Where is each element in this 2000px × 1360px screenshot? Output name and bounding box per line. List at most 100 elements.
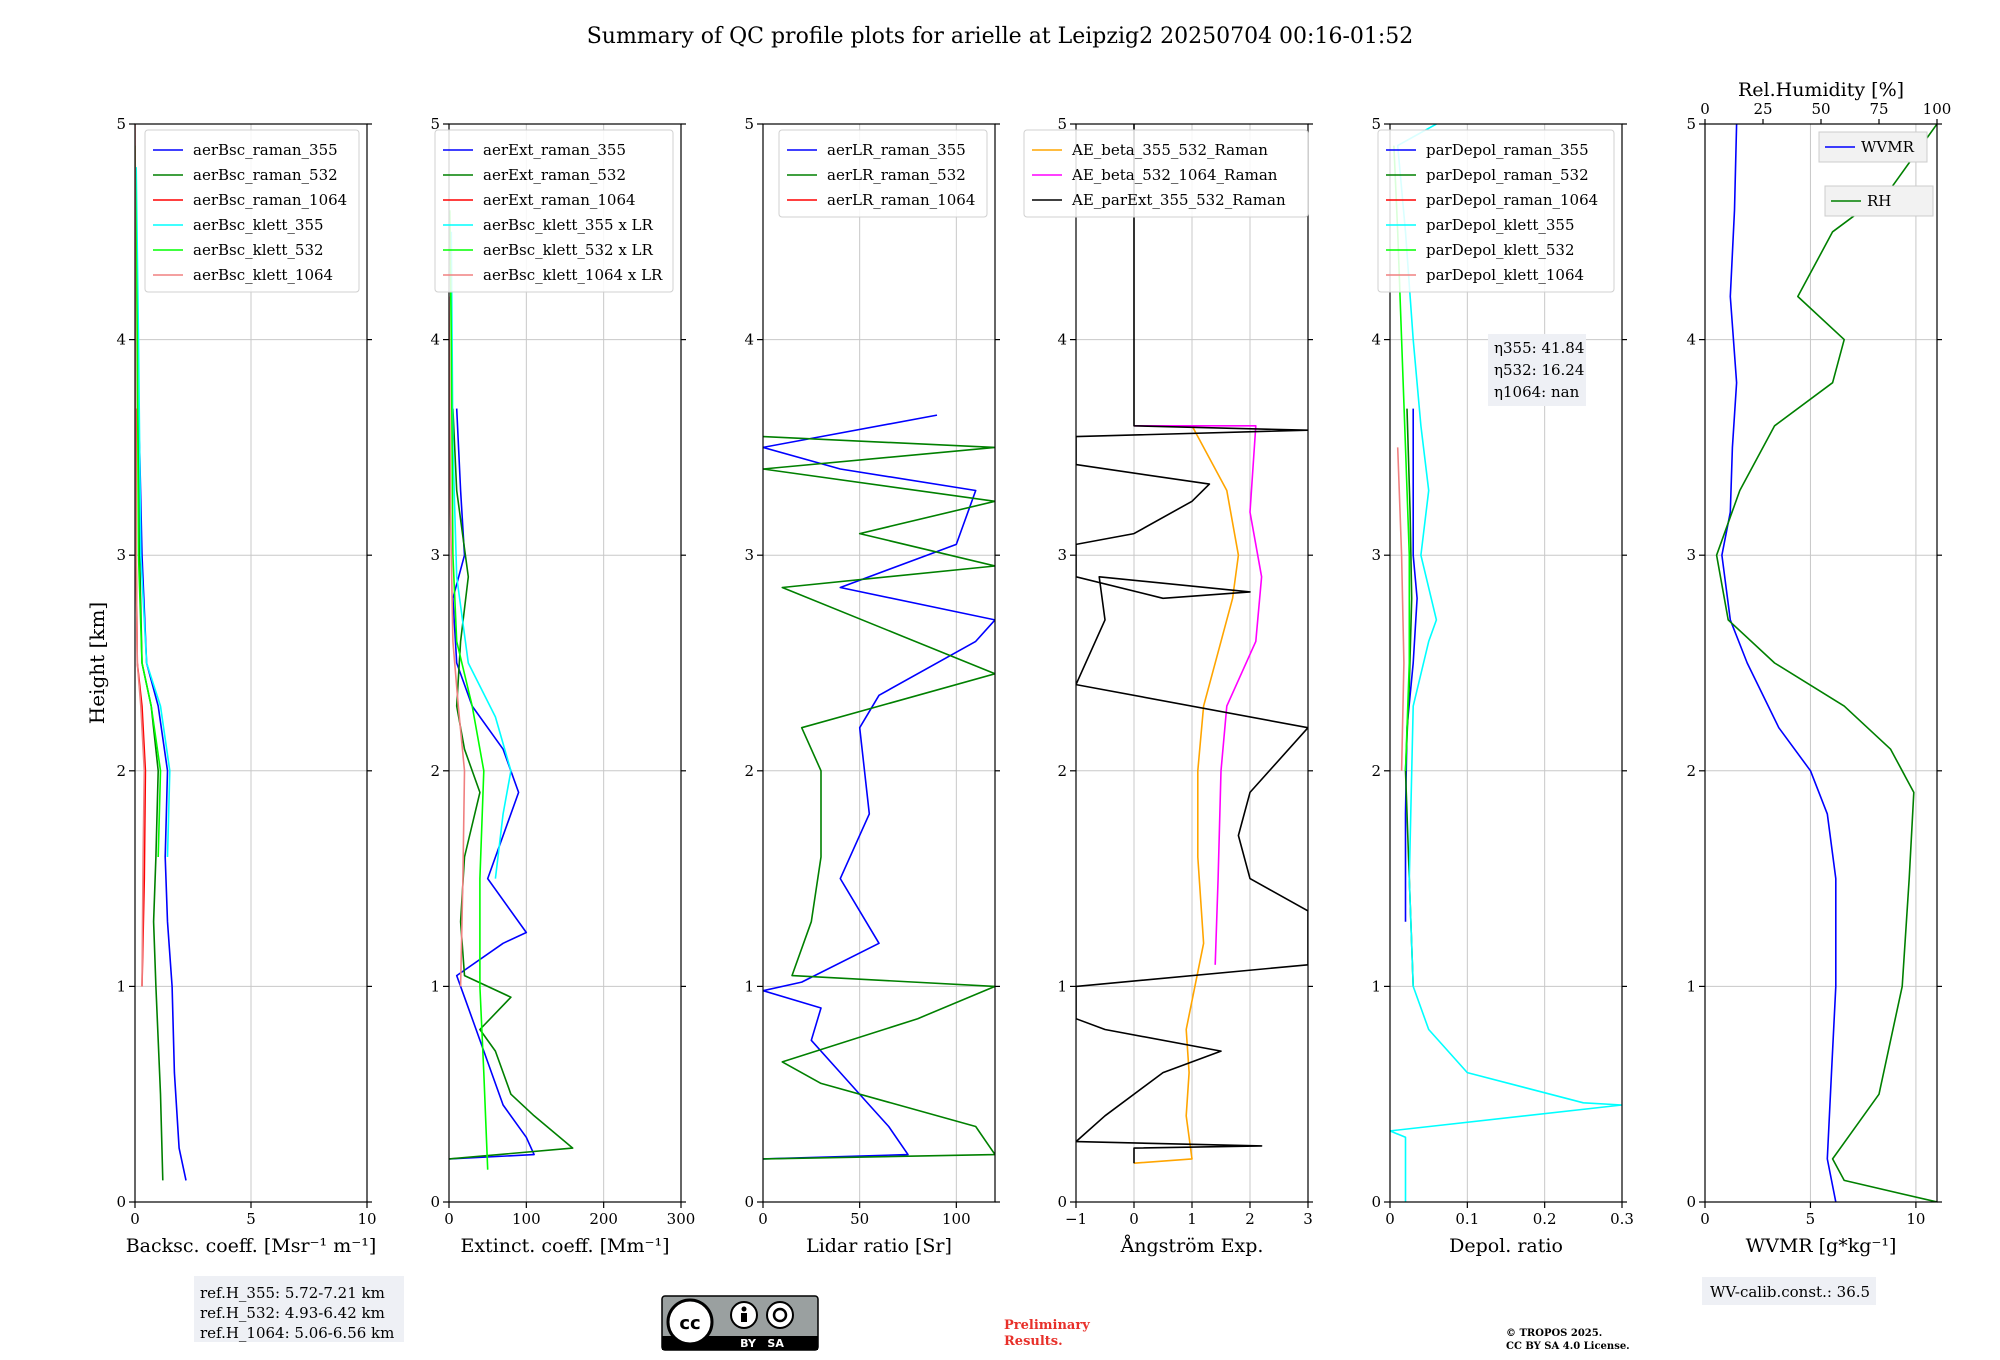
x2-tick-label: 0 xyxy=(1700,100,1710,118)
y-tick-label: 3 xyxy=(1057,546,1067,564)
cc-license-badge: cc BY SA xyxy=(661,1295,819,1351)
legend-box xyxy=(1023,129,1309,218)
series-line-AE_parExt_355_532_Raman xyxy=(1076,124,1308,1164)
x-axis-label: WVMR [g*kg⁻¹] xyxy=(1746,1235,1897,1257)
grid xyxy=(1704,123,1937,1203)
legend: aerLR_raman_355 aerLR_raman_532 aerLR_rama… xyxy=(778,129,988,218)
x-tick-label: 0 xyxy=(444,1210,454,1228)
series-line-AE_beta_532_1064_Raman xyxy=(1134,425,1263,965)
legend-WVMR: WVMR xyxy=(1818,131,1928,163)
series-line-aerBsc_klett_355 x LR xyxy=(450,231,512,879)
x-tick-label: 0 xyxy=(758,1210,768,1228)
y-tick-label: 1 xyxy=(1057,977,1067,995)
y-tick-label: 1 xyxy=(430,977,440,995)
x-tick-label: 0.1 xyxy=(1455,1210,1479,1228)
legend-label: aerExt_raman_532 xyxy=(483,166,626,184)
y-tick-label: 4 xyxy=(116,331,126,349)
legend: parDepol_raman_355 parDepol_raman_532 parD… xyxy=(1377,129,1615,293)
series-line-RH xyxy=(1715,124,1937,1202)
legend-label: WVMR xyxy=(1861,138,1915,156)
series-group xyxy=(763,414,995,1160)
x-tick-label: 0.3 xyxy=(1610,1210,1634,1228)
legend: aerBsc_raman_355 aerBsc_raman_532 aerBsc_r… xyxy=(144,129,360,293)
legend-label: aerExt_raman_1064 xyxy=(483,191,636,209)
x2-tick-label: 25 xyxy=(1753,100,1772,118)
x-tick-label: 200 xyxy=(589,1210,618,1228)
legend-label: aerBsc_klett_355 xyxy=(193,216,324,234)
y-tick-label: 3 xyxy=(1686,546,1696,564)
y-tick-label: 3 xyxy=(116,546,126,564)
x-tick-label: 0 xyxy=(1385,1210,1395,1228)
sa-icon xyxy=(766,1301,794,1329)
y-tick-label: 4 xyxy=(744,331,754,349)
y-tick-label: 1 xyxy=(744,977,754,995)
y-tick-label: 0 xyxy=(744,1193,754,1211)
x-tick-label: 2 xyxy=(1245,1210,1255,1228)
y-tick-label: 5 xyxy=(1371,115,1381,133)
legend-label: parDepol_klett_532 xyxy=(1426,241,1575,259)
legend-label: aerBsc_raman_355 xyxy=(193,141,338,159)
legend-box xyxy=(434,129,674,293)
x-axis-label: Extinct. coeff. [Mm⁻¹] xyxy=(460,1235,669,1257)
series-line-aerLR_raman_532 xyxy=(763,435,995,1160)
grid xyxy=(1075,123,1309,1203)
y-tick-label: 1 xyxy=(116,977,126,995)
series-line-aerBsc_klett_1064 xyxy=(135,124,146,987)
legend-label: aerBsc_klett_532 xyxy=(193,241,324,259)
legend-label: RH xyxy=(1867,192,1891,210)
preliminary-note: Preliminary Results. xyxy=(1004,1318,1090,1349)
x-tick-label: −1 xyxy=(1065,1210,1087,1228)
x-tick-label: 5 xyxy=(1806,1210,1816,1228)
series-line-AE_beta_355_532_Raman xyxy=(1133,425,1240,1164)
y-tick-label: 4 xyxy=(430,331,440,349)
legend-label: aerLR_raman_355 xyxy=(827,141,966,159)
legend-box xyxy=(144,129,360,293)
legend: AE_beta_355_532_Raman AE_beta_532_1064_Ra… xyxy=(1023,129,1309,218)
x-tick-label: 100 xyxy=(942,1210,971,1228)
y-tick-label: 3 xyxy=(430,546,440,564)
y-tick-label: 2 xyxy=(116,762,126,780)
x-tick-label: 50 xyxy=(850,1210,869,1228)
y-tick-label: 2 xyxy=(430,762,440,780)
plot-frame xyxy=(762,123,996,1203)
plot-frame xyxy=(448,123,682,1203)
y-tick-label: 0 xyxy=(1686,1193,1696,1211)
legend-label: aerBsc_raman_1064 xyxy=(193,191,347,209)
y-tick-label: 2 xyxy=(1686,762,1696,780)
x-tick-label: 0 xyxy=(130,1210,140,1228)
panel-backscatter: 0 1 2 3 4 5 0 5 10 Backsc. coeff. [Msr⁻¹ m⁻¹] aerB… xyxy=(116,115,376,1257)
y-tick-label: 5 xyxy=(430,115,440,133)
y-tick-label: 1 xyxy=(1686,977,1696,995)
y-tick-label: 1 xyxy=(1371,977,1381,995)
series-line-aerExt_raman_532 xyxy=(449,408,574,1160)
x-axis-label: Backsc. coeff. [Msr⁻¹ m⁻¹] xyxy=(126,1235,377,1257)
series-line-WVMR xyxy=(1721,124,1837,1202)
x2-tick-label: 100 xyxy=(1923,100,1952,118)
cc-badge-label: BY SA xyxy=(740,1337,784,1350)
legend-label: aerExt_raman_355 xyxy=(483,141,626,159)
legend-label: parDepol_raman_355 xyxy=(1426,141,1589,159)
ref-height-1064: ref.H_1064: 5.06-6.56 km xyxy=(200,1324,394,1342)
legend-label: parDepol_klett_355 xyxy=(1426,216,1575,234)
eta-annotation: η355: 41.84 η532: 16.24 η1064: nan xyxy=(1488,334,1586,406)
series-line-aerBsc_klett_532 x LR xyxy=(449,210,489,1170)
y-tick-label: 3 xyxy=(744,546,754,564)
y-tick-label: 0 xyxy=(1371,1193,1381,1211)
y-tick-label: 5 xyxy=(1686,115,1696,133)
y-axis-label: Height [km] xyxy=(85,602,109,724)
x-axis-label: Ångström Exp. xyxy=(1120,1235,1264,1257)
x-tick-label: 100 xyxy=(512,1210,541,1228)
series-line-parDepol_klett_355 xyxy=(1390,124,1622,1202)
y-tick-label: 0 xyxy=(116,1193,126,1211)
copyright-line-1: © TROPOS 2025. xyxy=(1506,1328,1602,1339)
cc-icon xyxy=(666,1298,714,1346)
y-tick-label: 2 xyxy=(744,762,754,780)
x2-tick-label: 75 xyxy=(1869,100,1888,118)
y-tick-label: 4 xyxy=(1686,331,1696,349)
legend-label: aerBsc_klett_1064 xyxy=(193,266,333,284)
x-tick-label: 0 xyxy=(1129,1210,1139,1228)
y-tick-label: 2 xyxy=(1371,762,1381,780)
series-group xyxy=(1076,124,1308,1164)
